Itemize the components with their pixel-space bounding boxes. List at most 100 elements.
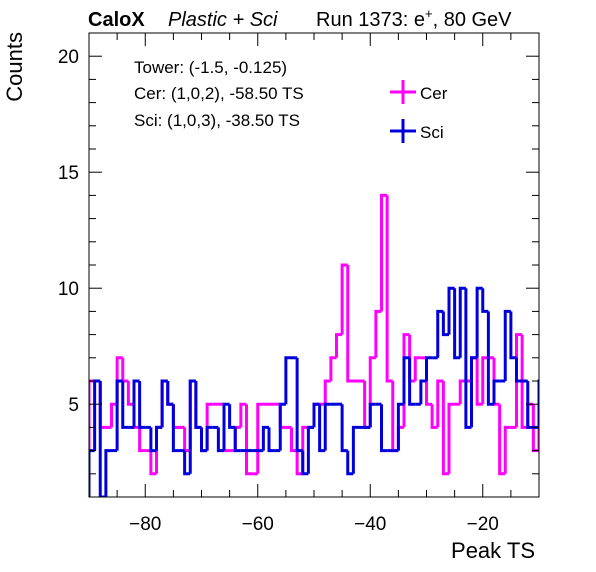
plot-area	[88, 32, 590, 498]
header-run-suffix: , 80 GeV	[433, 9, 513, 31]
bin-sci	[301, 450, 309, 476]
bin-sci	[216, 427, 224, 453]
bin-cer	[515, 333, 523, 428]
bin-cer	[430, 404, 438, 429]
annotation-cer: Cer: (1,0,2), -58.50 TS	[134, 84, 304, 103]
bin-sci	[149, 427, 157, 453]
x-tick-label: −80	[129, 514, 161, 535]
bin-sci	[436, 309, 444, 358]
bin-cer	[436, 379, 444, 428]
bin-sci	[267, 427, 275, 453]
bin-cer	[149, 450, 157, 476]
y-axis-title: Counts	[2, 32, 27, 102]
bin-cer	[385, 195, 393, 383]
bin-sci	[205, 425, 213, 451]
y-tick-label: 15	[58, 163, 79, 184]
bin-cer	[138, 427, 146, 453]
legend-marker-cer	[390, 80, 416, 104]
bin-cer	[346, 265, 354, 383]
bin-cer	[567, 427, 573, 497]
x-tick-label: −40	[354, 514, 386, 535]
bin-sci	[278, 402, 286, 451]
bin-sci	[419, 379, 427, 405]
bin-cer	[126, 381, 134, 406]
bin-cer	[239, 402, 247, 428]
bin-sci	[166, 381, 174, 406]
y-tick-label: 20	[58, 47, 79, 68]
bin-sci	[515, 357, 523, 383]
bin-sci	[351, 425, 359, 474]
y-tick-label: 5	[68, 395, 79, 416]
bin-sci	[578, 242, 584, 358]
bin-sci	[312, 402, 320, 428]
header-experiment: CaloX	[88, 9, 145, 31]
bin-cer	[537, 402, 539, 451]
bin-sci	[550, 381, 556, 404]
header-run-sup: +	[425, 6, 433, 21]
bin-sci	[567, 358, 573, 404]
series-sci	[89, 242, 590, 497]
bin-sci	[261, 425, 269, 451]
bin-sci	[380, 404, 388, 453]
bin-cer	[520, 334, 528, 429]
bin-sci	[556, 381, 562, 404]
bin-sci	[104, 449, 112, 497]
bin-cer	[110, 402, 118, 428]
bin-sci	[323, 402, 331, 451]
bin-cer	[245, 404, 253, 476]
legend-label-sci: Sci	[420, 123, 444, 142]
bin-sci	[441, 311, 449, 337]
y-tick-label: 10	[58, 279, 79, 300]
y-tick-labels: 5 10 15 20	[58, 47, 79, 416]
bin-sci	[228, 404, 236, 429]
bin-sci	[284, 356, 292, 405]
bin-sci	[545, 381, 551, 404]
x-tick-label: −20	[467, 514, 499, 535]
bin-sci	[171, 404, 179, 453]
bin-sci	[138, 381, 146, 429]
bin-sci	[573, 242, 579, 358]
bin-sci	[160, 379, 168, 428]
bin-cer	[413, 356, 421, 381]
bin-sci	[584, 358, 590, 381]
bin-cer	[562, 427, 568, 497]
bin-sci	[295, 357, 303, 453]
bin-cer	[340, 263, 348, 335]
x-axis-title: Peak TS	[451, 538, 535, 563]
bin-cer	[458, 379, 466, 405]
legend-label-cer: Cer	[420, 84, 448, 103]
header-run-prefix: Run 1373: e	[316, 9, 425, 31]
bin-sci	[470, 356, 478, 428]
bin-sci	[306, 425, 314, 474]
bin-cer	[475, 357, 483, 406]
bin-sci	[486, 311, 494, 406]
bin-sci	[183, 450, 191, 476]
bin-sci	[447, 286, 455, 335]
bin-sci	[408, 357, 416, 406]
bin-sci	[503, 309, 511, 381]
bin-cer	[335, 333, 343, 358]
bin-sci	[396, 402, 404, 451]
x-tick-labels: −80 −60 −40 −20	[129, 514, 499, 535]
bin-cer	[573, 381, 579, 427]
bin-sci	[458, 286, 466, 358]
bin-sci	[318, 404, 326, 453]
bin-sci	[464, 288, 472, 429]
bin-sci	[233, 427, 241, 453]
bin-cer	[578, 381, 584, 451]
bin-sci	[368, 402, 376, 428]
bin-sci	[509, 311, 517, 360]
bin-sci	[200, 427, 208, 453]
bin-sci	[121, 381, 129, 429]
bin-sci	[537, 379, 539, 428]
bin-cer	[447, 402, 455, 474]
bin-cer	[121, 357, 129, 383]
legend-marker-sci	[390, 119, 416, 143]
bin-cer	[295, 450, 303, 476]
bin-sci	[481, 288, 489, 313]
bin-cer	[323, 379, 331, 405]
bin-sci	[492, 379, 500, 405]
bin-cer	[374, 309, 382, 358]
bin-sci	[340, 404, 348, 453]
